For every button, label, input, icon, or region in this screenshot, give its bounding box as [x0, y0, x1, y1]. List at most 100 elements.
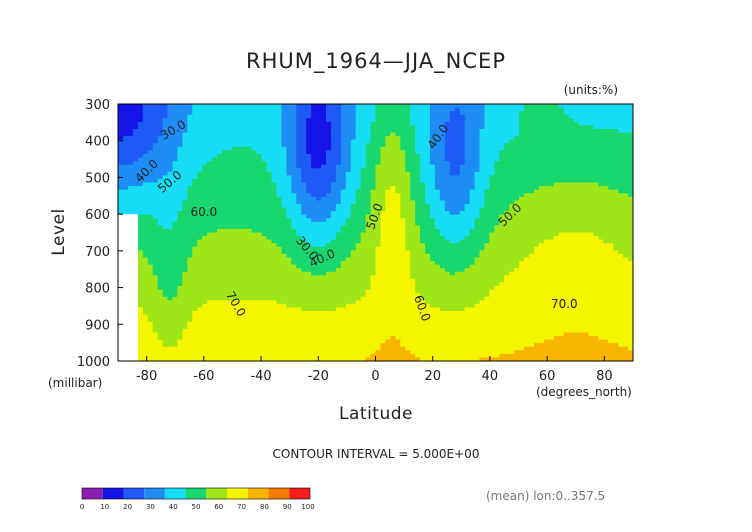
field-cell — [365, 200, 372, 205]
field-cell — [444, 228, 451, 234]
field-cell — [271, 243, 278, 248]
field-cell — [296, 107, 302, 112]
field-cell — [395, 104, 401, 109]
field-cell — [400, 146, 406, 151]
field-cell — [415, 175, 421, 180]
field-cell — [370, 243, 377, 248]
field-cell — [385, 228, 391, 234]
field-cell — [261, 164, 268, 169]
field-cell — [395, 118, 401, 123]
field-cell — [385, 118, 391, 123]
field-cell — [628, 239, 633, 244]
field-cell — [613, 171, 619, 176]
field-cell — [306, 161, 312, 166]
field-cell — [479, 107, 486, 112]
field-cell — [553, 257, 560, 262]
field-cell — [454, 146, 461, 151]
field-cell — [543, 250, 550, 255]
field-cell — [212, 186, 218, 191]
field-cell — [152, 236, 159, 241]
field-cell — [256, 182, 263, 187]
field-cell — [434, 228, 441, 234]
field-cell — [504, 221, 510, 226]
field-cell — [405, 107, 411, 112]
field-cell — [395, 193, 401, 198]
field-cell — [494, 114, 500, 119]
field-cell — [415, 239, 421, 244]
field-cell — [504, 143, 510, 148]
field-cell — [558, 246, 565, 251]
field-cell — [217, 107, 223, 112]
field-cell — [266, 189, 273, 194]
field-cell — [325, 246, 332, 251]
field-cell — [286, 200, 292, 205]
field-cell — [489, 250, 495, 255]
field-cell — [479, 168, 486, 173]
field-cell — [608, 161, 614, 166]
field-cell — [573, 175, 580, 180]
field-cell — [410, 193, 416, 198]
field-cell — [573, 257, 580, 262]
field-cell — [524, 207, 530, 212]
field-cell — [192, 153, 198, 159]
field-cell — [276, 243, 283, 248]
field-cell — [335, 253, 342, 259]
field-cell — [350, 236, 357, 241]
field-cell — [226, 164, 233, 169]
units-label: (units:%) — [564, 83, 618, 97]
field-cell — [241, 257, 248, 262]
field-cell — [291, 218, 297, 223]
field-cell — [177, 225, 183, 230]
field-cell — [296, 203, 302, 209]
field-cell — [623, 211, 629, 216]
field-cell — [122, 107, 129, 112]
field-cell — [296, 236, 302, 241]
field-cell — [623, 257, 629, 262]
field-cell — [127, 146, 134, 151]
field-cell — [296, 250, 302, 255]
field-cell — [449, 186, 456, 191]
field-cell — [177, 107, 183, 112]
field-cell — [335, 250, 342, 255]
field-cell — [375, 261, 382, 266]
field-cell — [548, 189, 555, 194]
field-cell — [598, 261, 604, 266]
field-cell — [162, 218, 169, 223]
field-cell — [519, 225, 525, 230]
field-cell — [509, 146, 515, 151]
field-cell — [454, 157, 461, 162]
field-cell — [301, 232, 307, 237]
field-cell — [603, 175, 609, 180]
field-cell — [484, 182, 490, 187]
field-cell — [187, 189, 193, 194]
field-cell — [350, 232, 357, 237]
field-cell — [543, 200, 550, 205]
field-cell — [276, 111, 283, 116]
field-cell — [415, 111, 421, 116]
field-cell — [311, 146, 317, 151]
field-cell — [167, 143, 174, 148]
field-cell — [583, 271, 590, 276]
field-cell — [603, 125, 609, 130]
field-cell — [489, 168, 495, 173]
field-cell — [118, 146, 124, 151]
field-cell — [439, 189, 446, 194]
field-cell — [311, 182, 317, 187]
field-cell — [425, 171, 431, 176]
field-cell — [137, 164, 144, 169]
field-cell — [405, 236, 411, 241]
field-cell — [469, 104, 476, 109]
field-cell — [256, 200, 263, 205]
field-cell — [182, 214, 188, 219]
field-cell — [311, 236, 317, 241]
field-cell — [395, 132, 401, 137]
field-cell — [415, 153, 421, 159]
field-cell — [182, 268, 188, 273]
field-cell — [271, 150, 278, 155]
field-cell — [192, 253, 198, 259]
field-cell — [459, 128, 466, 134]
field-cell — [375, 175, 382, 180]
field-cell — [563, 200, 570, 205]
field-cell — [286, 136, 292, 141]
field-cell — [330, 257, 337, 262]
